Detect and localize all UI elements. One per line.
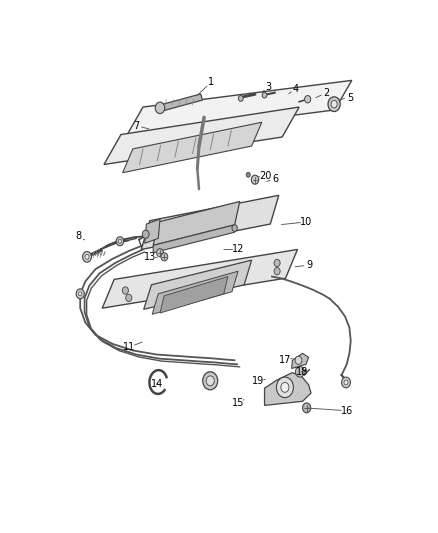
Polygon shape — [265, 373, 311, 406]
Text: 18: 18 — [297, 367, 309, 377]
Circle shape — [83, 252, 92, 262]
Circle shape — [118, 239, 122, 243]
Text: 20: 20 — [259, 172, 272, 181]
Circle shape — [238, 95, 243, 101]
Circle shape — [342, 377, 350, 388]
Circle shape — [78, 292, 82, 296]
Polygon shape — [160, 277, 228, 313]
Circle shape — [85, 254, 89, 260]
Text: 10: 10 — [300, 217, 312, 227]
Circle shape — [344, 380, 348, 385]
Text: 3: 3 — [265, 82, 272, 92]
Circle shape — [232, 225, 237, 231]
Circle shape — [116, 237, 124, 246]
Circle shape — [276, 377, 293, 398]
Circle shape — [155, 102, 165, 114]
Polygon shape — [123, 122, 262, 173]
Circle shape — [246, 172, 250, 177]
Circle shape — [76, 289, 84, 298]
Circle shape — [262, 92, 267, 98]
Polygon shape — [145, 219, 160, 243]
Polygon shape — [126, 80, 352, 136]
Text: 4: 4 — [293, 84, 299, 94]
Circle shape — [251, 175, 259, 184]
Circle shape — [304, 95, 311, 103]
Circle shape — [157, 248, 163, 257]
Text: 1: 1 — [208, 77, 214, 87]
Polygon shape — [102, 249, 297, 308]
Text: 7: 7 — [133, 120, 139, 131]
Text: 19: 19 — [252, 376, 265, 386]
Text: 8: 8 — [75, 231, 81, 241]
Circle shape — [161, 253, 168, 261]
Circle shape — [303, 403, 311, 413]
Text: 13: 13 — [144, 252, 156, 262]
Text: 11: 11 — [124, 342, 135, 352]
Circle shape — [126, 294, 132, 302]
Text: 5: 5 — [347, 93, 353, 103]
Text: 15: 15 — [232, 398, 244, 408]
Circle shape — [274, 260, 280, 266]
Circle shape — [203, 372, 218, 390]
Circle shape — [122, 287, 128, 294]
Text: 16: 16 — [341, 406, 353, 416]
Polygon shape — [153, 201, 240, 245]
Text: 12: 12 — [232, 245, 244, 254]
Circle shape — [206, 376, 214, 386]
Text: 9: 9 — [306, 260, 312, 270]
Circle shape — [281, 383, 289, 392]
Polygon shape — [144, 260, 251, 309]
Polygon shape — [152, 271, 238, 314]
Circle shape — [295, 356, 302, 365]
Circle shape — [295, 366, 304, 377]
Text: 14: 14 — [151, 379, 162, 389]
Polygon shape — [104, 107, 299, 165]
Text: 2: 2 — [323, 88, 329, 98]
Text: 17: 17 — [279, 356, 292, 365]
Circle shape — [142, 230, 149, 238]
Polygon shape — [153, 225, 235, 253]
Circle shape — [331, 101, 337, 108]
Circle shape — [328, 97, 340, 111]
Polygon shape — [160, 94, 202, 111]
Circle shape — [274, 268, 280, 275]
Polygon shape — [141, 195, 279, 249]
Text: 6: 6 — [272, 174, 279, 184]
Polygon shape — [292, 353, 309, 368]
